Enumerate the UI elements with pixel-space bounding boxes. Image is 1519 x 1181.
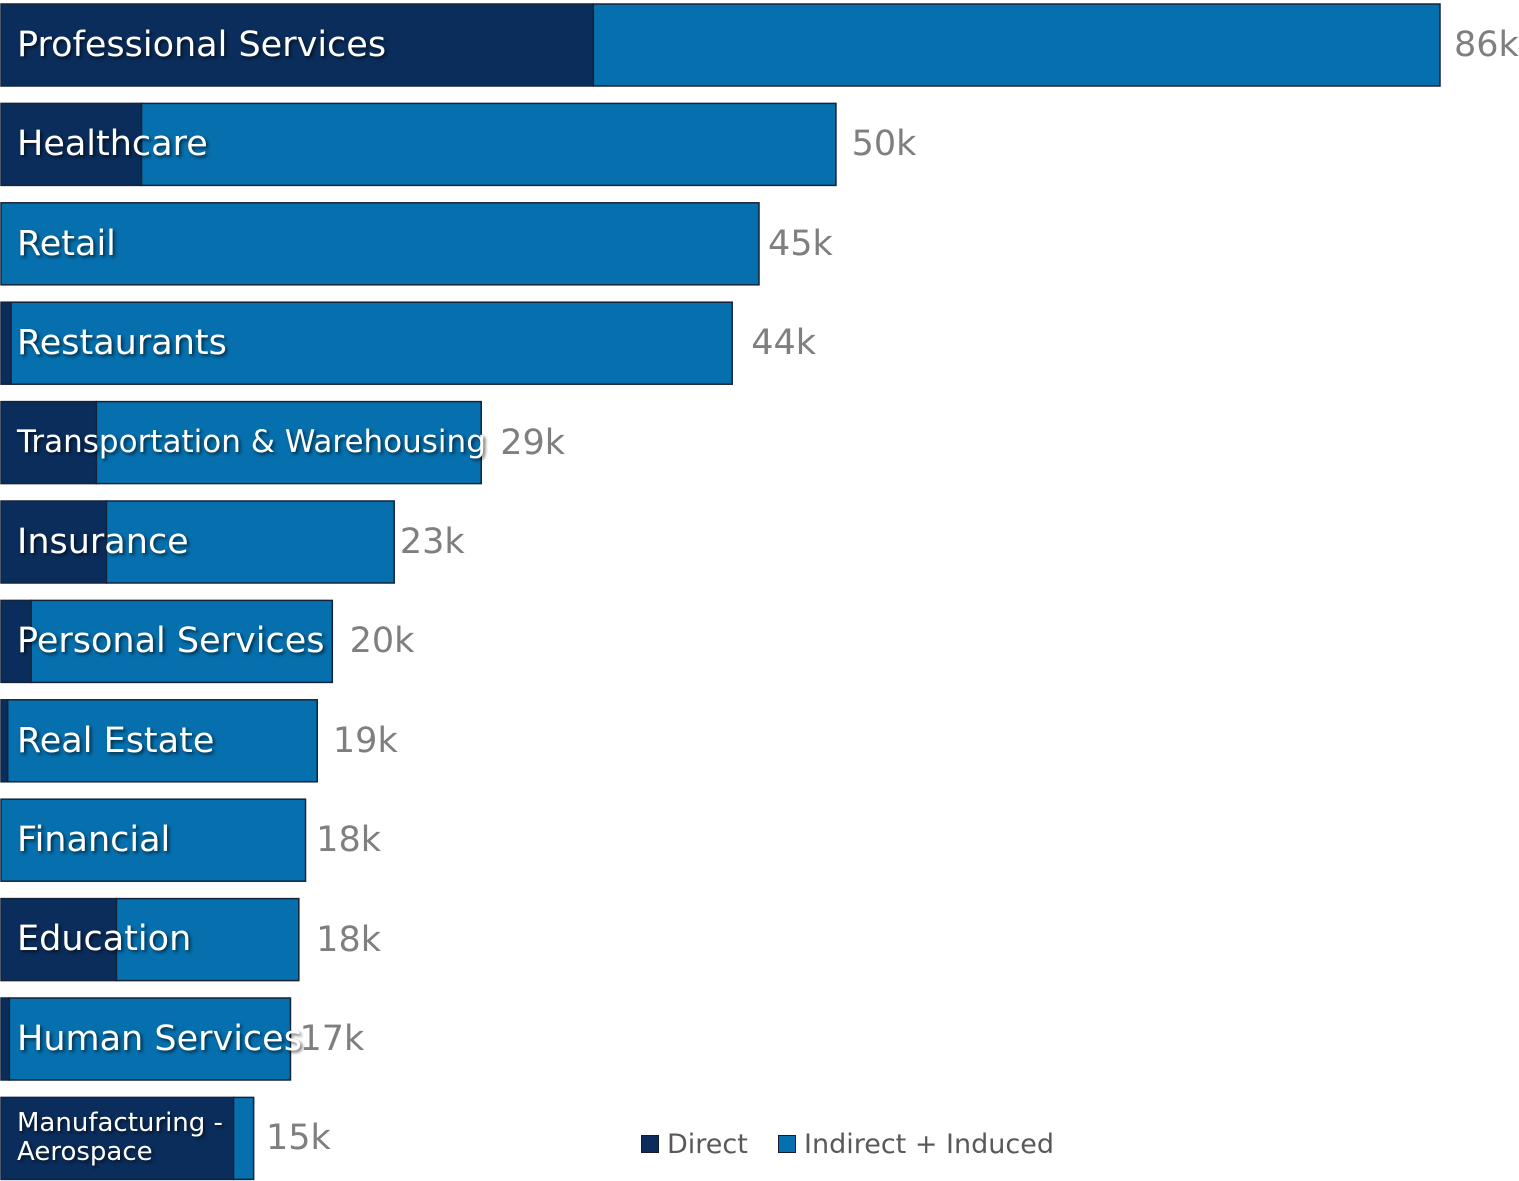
value-label: 45k (767, 223, 833, 264)
category-label: Real Estate (17, 720, 215, 761)
bar-segment (0, 599, 32, 684)
category-label: Financial (17, 820, 171, 861)
bar-segment (0, 500, 108, 584)
legend-swatch (778, 1135, 796, 1153)
category-label: Personal Services (17, 621, 325, 662)
legend-label: Direct (667, 1128, 748, 1160)
bar-segment (0, 301, 12, 385)
value-label: 29k (500, 422, 566, 463)
category-label: Restaurants (17, 323, 227, 364)
bar-segment (0, 798, 307, 882)
bar-segment (8, 997, 292, 1081)
legend-label: Indirect + Induced (804, 1128, 1054, 1160)
category-label: Education (17, 919, 192, 960)
category-label: Retail (17, 223, 116, 264)
bar-segment (0, 699, 9, 783)
bar-segment (0, 897, 118, 982)
bar-segment (0, 997, 11, 1081)
value-label: 50k (851, 124, 917, 165)
legend-swatch (641, 1135, 659, 1153)
bar-segment (0, 400, 98, 485)
bar-segment (30, 599, 334, 684)
bar-segment (95, 400, 482, 485)
bar-segment (105, 500, 395, 584)
legend-item: Indirect + Induced (778, 1127, 1054, 1161)
legend-item: Direct (641, 1127, 748, 1161)
value-label: 19k (332, 720, 398, 761)
bar-segment (0, 1096, 235, 1181)
category-label: Human Services (17, 1018, 302, 1059)
value-label: 15k (265, 1118, 331, 1159)
value-label: 86k (1454, 25, 1519, 65)
bar-segment (115, 897, 300, 982)
value-label: 44k (751, 323, 817, 364)
value-label: 18k (316, 820, 381, 861)
value-label: 20k (349, 621, 415, 662)
category-label: Professional Services (17, 24, 387, 65)
bar-segment (232, 1096, 255, 1181)
category-label: Transportation & Warehousing (17, 423, 486, 460)
bar-segment (0, 202, 760, 286)
category-label: Insurance (17, 521, 189, 562)
bar-segment (0, 3, 595, 87)
bar-segment (6, 699, 318, 783)
bar-segment (592, 3, 1441, 87)
value-label: 17k (299, 1019, 365, 1059)
category-label: Manufacturing - Aerospace (17, 1107, 223, 1168)
value-label: 23k (399, 522, 465, 562)
bar-segment (140, 102, 837, 187)
value-label: 18k (316, 919, 381, 960)
bar-segment (0, 102, 143, 187)
category-label: Healthcare (17, 124, 208, 165)
bar-segment (10, 301, 733, 385)
